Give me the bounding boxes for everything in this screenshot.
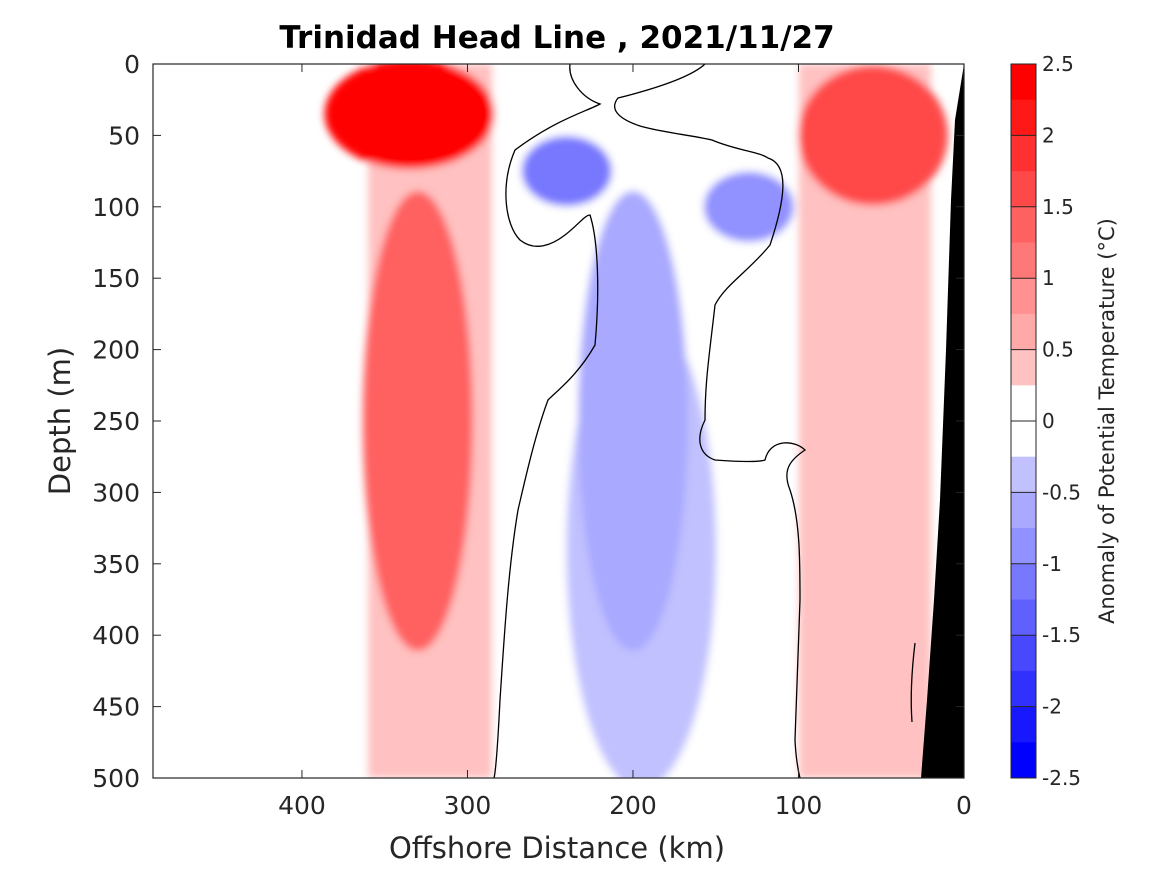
colorbar-tick-label: -2.5 — [1042, 766, 1081, 790]
colorbar-tick-label: 1.5 — [1042, 195, 1074, 219]
colorbar-level — [1011, 599, 1036, 636]
colorbar-level — [1011, 706, 1036, 743]
colorbar-level — [1011, 492, 1036, 529]
feature-cold-tongue — [577, 191, 688, 651]
colorbar-level — [1011, 206, 1036, 243]
y-tick-label: 350 — [92, 550, 140, 579]
colorbar-tick-label: 2 — [1042, 123, 1055, 147]
anomaly-features — [324, 64, 948, 778]
colorbar-tick-label: -0.5 — [1042, 480, 1081, 504]
colorbar-level — [1011, 528, 1036, 565]
y-tick-label: 500 — [92, 764, 140, 793]
y-tick-label: 100 — [92, 193, 140, 222]
colorbar-level — [1011, 99, 1036, 136]
colorbar-label: Anomaly of Potential Temperature (°C) — [1095, 218, 1119, 624]
y-tick-label: 250 — [92, 407, 140, 436]
colorbar-level — [1011, 242, 1036, 279]
chart-title: Trinidad Head Line , 2021/11/27 — [279, 20, 834, 56]
colorbar-level — [1011, 278, 1036, 315]
feature-cold-core — [521, 136, 612, 207]
y-tick-label: 200 — [92, 336, 140, 365]
y-tick-label: 0 — [124, 50, 140, 79]
colorbar-level — [1011, 421, 1036, 458]
feature-cold-patch — [703, 171, 794, 242]
zero-contour-west — [493, 63, 602, 779]
colorbar-tick-label: -2 — [1042, 695, 1062, 719]
colorbar-level — [1011, 349, 1036, 386]
colorbar-level — [1011, 456, 1036, 493]
y-tick-label: 150 — [92, 264, 140, 293]
colorbar-tick-label: -1 — [1042, 552, 1062, 576]
x-tick-label: 300 — [444, 791, 492, 820]
colorbar-level — [1011, 385, 1036, 422]
x-tick-label: 200 — [609, 791, 657, 820]
y-axis-label: Depth (m) — [43, 347, 77, 495]
colorbar-tick-label: 0.5 — [1042, 338, 1074, 362]
x-tick-label: 0 — [956, 791, 972, 820]
colorbar-level — [1011, 742, 1036, 779]
anomaly-field — [324, 64, 948, 778]
colorbar-level — [1011, 670, 1036, 708]
feature-nearshore-warm-layer — [797, 65, 948, 206]
zero-contour-east — [614, 63, 807, 779]
colorbar-tick-label: 2.5 — [1042, 52, 1074, 76]
x-tick-label: 100 — [775, 791, 823, 820]
colorbar-tick-label: -1.5 — [1042, 623, 1081, 647]
bathymetry-seafloor — [921, 64, 964, 778]
colorbar-level — [1011, 563, 1036, 600]
y-tick-label: 300 — [92, 478, 140, 507]
colorbar-tick-label: 0 — [1042, 409, 1055, 433]
y-tick-label: 400 — [92, 621, 140, 650]
colorbar-level — [1011, 135, 1036, 172]
colorbar: 2.5 2 1.5 1 0.5 0 -0.5 -1 -1.5 -2 -2.5 — [1010, 52, 1081, 790]
colorbar-level — [1011, 635, 1036, 672]
y-tick-label: 450 — [92, 693, 140, 722]
x-tick-label: 400 — [278, 791, 326, 820]
axis-ticks: 400 300 200 100 0 0 50 100 150 200 250 300 350 400 450… — [92, 50, 972, 820]
colorbar-level — [1011, 313, 1036, 351]
zero-contour-nearshore — [910, 642, 916, 723]
y-tick-label: 50 — [108, 121, 140, 150]
x-axis-label: Offshore Distance (km) — [389, 831, 725, 865]
feature-warm-core — [324, 64, 495, 169]
colorbar-level — [1011, 171, 1036, 208]
colorbar-level — [1011, 64, 1036, 101]
feature-warm-column — [362, 191, 473, 651]
colorbar-tick-label: 1 — [1042, 266, 1055, 290]
